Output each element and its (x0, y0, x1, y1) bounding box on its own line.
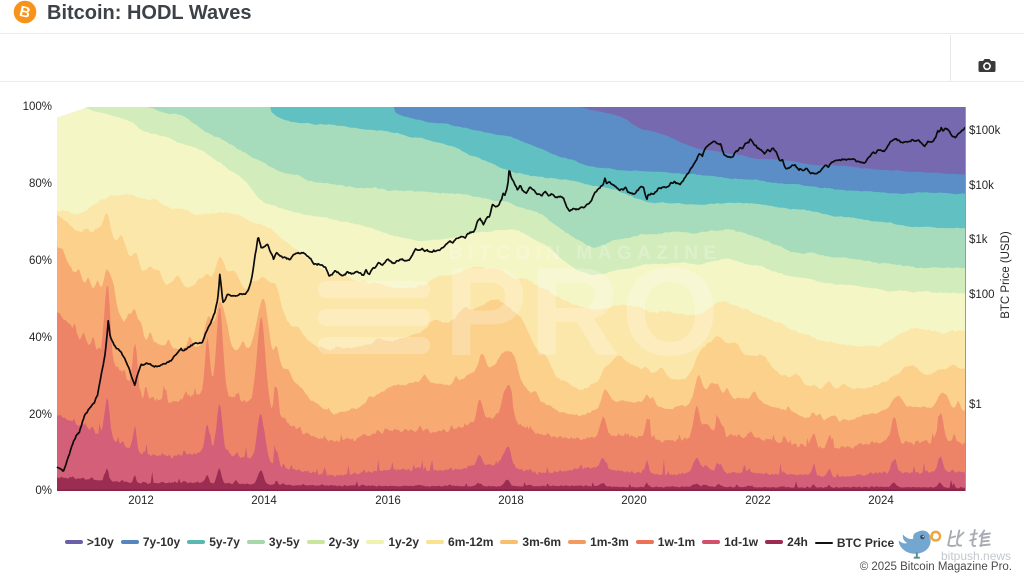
svg-text:2012: 2012 (128, 495, 154, 507)
svg-text:80%: 80% (29, 178, 52, 190)
svg-text:2018: 2018 (498, 495, 524, 507)
svg-text:$10k: $10k (969, 180, 994, 192)
svg-text:2024: 2024 (868, 495, 894, 507)
svg-text:0%: 0% (35, 485, 52, 497)
svg-text:2014: 2014 (251, 495, 277, 507)
svg-text:B: B (18, 3, 33, 22)
svg-text:2016: 2016 (375, 495, 401, 507)
svg-text:BITCOIN MAGAZINE: BITCOIN MAGAZINE (449, 243, 722, 264)
svg-text:PRO: PRO (444, 243, 721, 382)
svg-text:100%: 100% (23, 101, 52, 113)
svg-text:$1k: $1k (969, 234, 988, 246)
svg-text:20%: 20% (29, 409, 52, 421)
svg-text:60%: 60% (29, 255, 52, 267)
svg-text:$1: $1 (969, 399, 982, 411)
svg-text:2020: 2020 (621, 495, 647, 507)
svg-text:40%: 40% (29, 332, 52, 344)
svg-text:$100: $100 (969, 289, 995, 301)
svg-text:$100k: $100k (969, 125, 1001, 137)
svg-text:2022: 2022 (745, 495, 771, 507)
svg-text:BTC Price (USD): BTC Price (USD) (1000, 231, 1012, 319)
